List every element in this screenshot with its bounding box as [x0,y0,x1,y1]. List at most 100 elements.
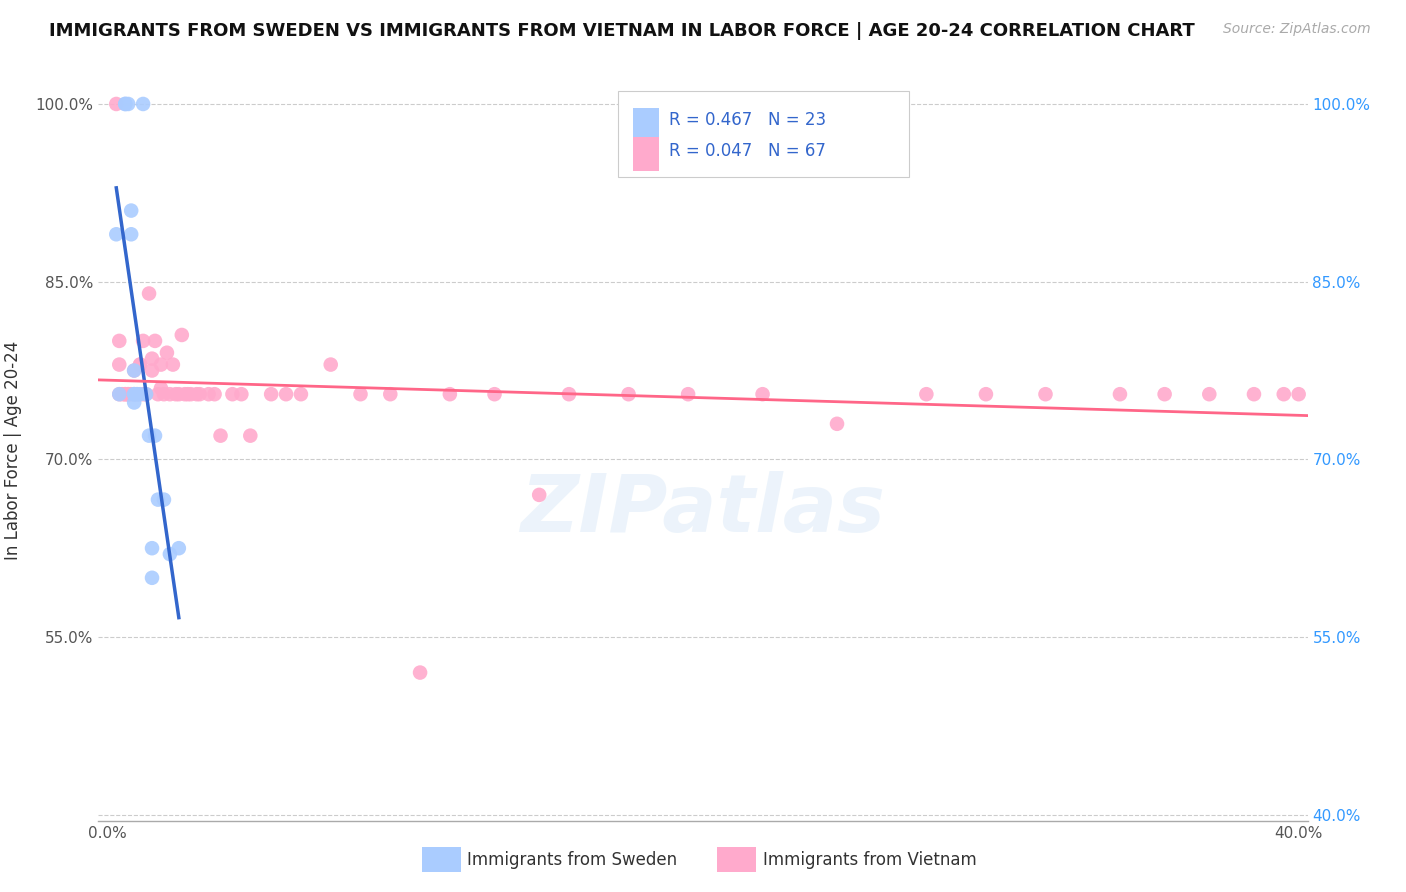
Point [260,387,283,401]
Point [1272,387,1295,401]
Text: Immigrants from Sweden: Immigrants from Sweden [467,851,676,869]
Point [146,492,169,507]
Point [132,387,155,401]
Point [105,97,128,112]
Point [141,351,163,366]
Point [159,387,181,401]
Point [114,97,136,112]
Point [122,387,145,401]
Point [120,227,142,242]
Point [558,387,581,401]
Point [231,387,253,401]
Point [108,334,131,348]
Point [290,387,312,401]
Point [1035,387,1057,401]
Point [138,428,160,442]
Point [162,358,184,372]
Point [527,488,550,502]
Point [239,428,262,442]
Point [129,358,152,372]
Point [141,571,163,585]
Point [114,97,136,112]
Point [141,541,163,556]
Point [221,387,243,401]
Point [127,387,149,401]
Point [1198,387,1220,401]
Point [167,387,190,401]
FancyBboxPatch shape [619,91,908,177]
Point [135,387,157,401]
Point [146,387,169,401]
Point [177,387,200,401]
Point [127,387,149,401]
Point [617,387,640,401]
Point [117,387,139,401]
Point [274,387,297,401]
Point [1288,387,1310,401]
Point [129,358,152,372]
Point [188,387,211,401]
Point [117,387,139,401]
Point [108,387,131,401]
Point [153,387,176,401]
Point [170,328,193,343]
Point [825,417,848,431]
Point [120,203,142,218]
Point [114,387,136,401]
Point [111,387,134,401]
Point [108,358,131,372]
Point [209,428,232,442]
Point [135,387,157,401]
Point [1153,387,1175,401]
Text: ZIPatlas: ZIPatlas [520,471,886,549]
Y-axis label: In Labor Force | Age 20-24: In Labor Force | Age 20-24 [4,341,21,560]
Point [159,547,181,561]
Point [120,387,142,401]
Text: R = 0.467   N = 23: R = 0.467 N = 23 [669,111,827,128]
Point [122,387,145,401]
Point [484,387,506,401]
Point [1243,387,1265,401]
Point [204,387,226,401]
Point [149,358,172,372]
Text: Source: ZipAtlas.com: Source: ZipAtlas.com [1223,22,1371,37]
Point [122,363,145,377]
Point [138,286,160,301]
FancyBboxPatch shape [633,109,659,142]
Point [153,492,176,507]
Point [409,665,432,680]
Point [197,387,219,401]
Point [349,387,371,401]
Point [143,334,166,348]
Point [380,387,402,401]
Point [915,387,938,401]
Text: IMMIGRANTS FROM SWEDEN VS IMMIGRANTS FROM VIETNAM IN LABOR FORCE | AGE 20-24 COR: IMMIGRANTS FROM SWEDEN VS IMMIGRANTS FRO… [49,22,1195,40]
Point [132,97,155,112]
Point [180,387,202,401]
Point [108,387,131,401]
Point [141,363,163,377]
Point [105,227,128,242]
Point [319,358,342,372]
Point [129,387,152,401]
Point [167,541,190,556]
Point [122,363,145,377]
Point [122,387,145,401]
Point [165,387,187,401]
Point [132,334,155,348]
Point [122,395,145,409]
Point [117,97,139,112]
Point [156,345,179,359]
Point [173,387,195,401]
Point [974,387,997,401]
Point [751,387,773,401]
Text: Immigrants from Vietnam: Immigrants from Vietnam [763,851,977,869]
FancyBboxPatch shape [633,137,659,170]
Point [1109,387,1132,401]
Point [439,387,461,401]
Point [114,387,136,401]
Text: R = 0.047   N = 67: R = 0.047 N = 67 [669,142,825,160]
Point [149,381,172,395]
Point [676,387,699,401]
Point [143,428,166,442]
